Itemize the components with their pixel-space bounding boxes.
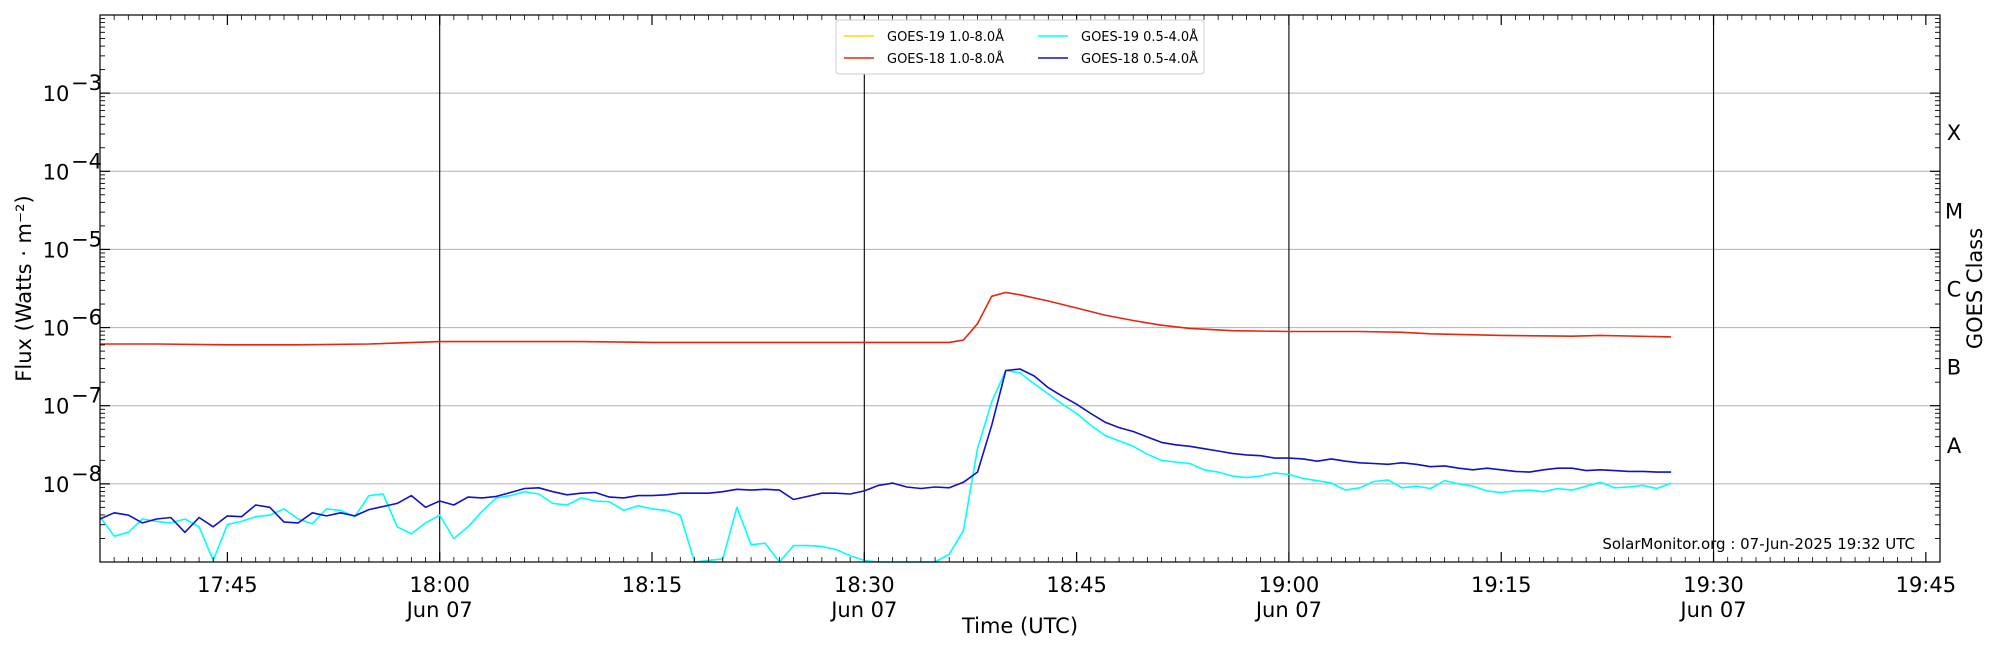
legend-box [835, 19, 1205, 75]
goes-class-label: C [1947, 278, 1962, 302]
legend-entry-label: GOES-19 1.0-8.0Å [887, 29, 1004, 45]
y-tick-exponent: −3 [71, 71, 102, 95]
x-tick-date-label: Jun 07 [829, 598, 897, 622]
y-tick-labels: 10−310−410−510−610−710−8 [43, 71, 102, 497]
y-tick-exponent: −6 [71, 306, 102, 330]
legend: GOES-19 1.0-8.0Å GOES-18 1.0-8.0Å GOES-19 … [835, 19, 1205, 75]
goes-class-label: B [1947, 356, 1961, 380]
y-tick-exponent: −5 [71, 227, 102, 251]
y-axis-title: Flux (Watts · m⁻²) [12, 195, 36, 381]
credit-label: SolarMonitor.org : 07-Jun-2025 19:32 UTC [1602, 535, 1915, 553]
y-tick-exponent: −4 [71, 149, 102, 173]
tick-layer [99, 15, 1941, 562]
plot-frame [99, 14, 1941, 563]
series-line-3 [99, 368, 1672, 534]
series-line-1 [100, 291, 1672, 346]
grid-layer [100, 92, 1940, 485]
x-axis-title: Time (UTC) [961, 614, 1078, 638]
x-tick-label: 19:15 [1471, 573, 1532, 597]
y-tick-label: 10 [43, 473, 70, 497]
x-tick-label: 18:00 [409, 573, 470, 597]
legend-entry-label: GOES-18 1.0-8.0Å [887, 51, 1004, 67]
goes-class-axis-title: GOES Class [1963, 228, 1987, 349]
goes-class-label: M [1945, 199, 1963, 223]
y-tick-exponent: −8 [71, 462, 102, 486]
x-tick-label: 18:45 [1046, 573, 1107, 597]
x-tick-date-label: Jun 07 [405, 598, 473, 622]
y-tick-exponent: −7 [71, 384, 102, 408]
x-tick-label: 17:45 [197, 573, 258, 597]
x-tick-date-label: Jun 07 [1254, 598, 1322, 622]
y-tick-label: 10 [43, 395, 70, 419]
y-tick-label: 10 [43, 160, 70, 184]
legend-entry-label: GOES-19 0.5-4.0Å [1081, 29, 1198, 45]
y-tick-label: 10 [43, 238, 70, 262]
x-tick-label: 18:15 [622, 573, 683, 597]
goes-class-label: X [1947, 121, 1961, 145]
legend-entry-label: GOES-18 0.5-4.0Å [1081, 51, 1198, 67]
y-tick-label: 10 [43, 82, 70, 106]
x-tick-label: 19:30 [1683, 573, 1744, 597]
y-tick-label: 10 [43, 317, 70, 341]
goes-class-labels: X M C B A [1945, 121, 1963, 458]
x-tick-label: 19:45 [1896, 573, 1957, 597]
goes-class-label: A [1947, 434, 1962, 458]
vertical-marker-layer [439, 15, 1715, 562]
x-tick-label: 18:30 [834, 573, 895, 597]
x-tick-label: 19:00 [1259, 573, 1320, 597]
x-tick-date-label: Jun 07 [1678, 598, 1746, 622]
series-layer [99, 291, 1672, 563]
